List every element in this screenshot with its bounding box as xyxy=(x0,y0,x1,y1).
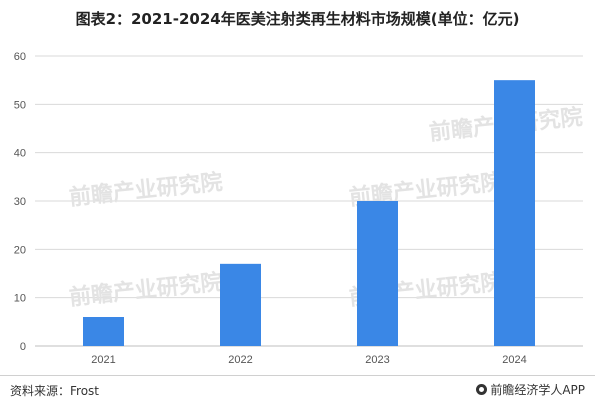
y-tick-label: 40 xyxy=(14,148,26,160)
y-axis-ticks: 0 10 20 30 40 50 60 xyxy=(14,51,26,353)
qianzhan-logo-icon xyxy=(476,384,488,395)
x-tick-label: 2023 xyxy=(365,354,389,366)
brand-text: 前瞻经济学人APP xyxy=(490,383,585,397)
y-tick-label: 0 xyxy=(20,341,26,353)
y-tick-label: 10 xyxy=(14,293,26,305)
y-tick-label: 30 xyxy=(14,196,26,208)
y-tick-label: 50 xyxy=(14,99,26,111)
footer-divider xyxy=(0,375,595,376)
x-tick-label: 2021 xyxy=(91,354,115,366)
brand-label: 前瞻经济学人APP xyxy=(476,381,585,398)
source-note: 资料来源：Frost xyxy=(10,384,99,398)
chart-title: 图表2：2021-2024年医美注射类再生材料市场规模(单位：亿元) xyxy=(75,10,520,28)
bar-2023 xyxy=(357,201,398,346)
watermark-text: 前瞻产业研究院 xyxy=(68,269,224,311)
y-tick-label: 20 xyxy=(14,244,26,256)
y-tick-label: 60 xyxy=(14,51,26,63)
x-tick-label: 2022 xyxy=(228,354,252,366)
bar-2021 xyxy=(83,317,124,346)
watermark-text: 前瞻产业研究院 xyxy=(68,169,224,211)
x-tick-label: 2024 xyxy=(502,354,526,366)
bar-2022 xyxy=(220,263,261,346)
x-axis-ticks: 2021 2022 2023 2024 xyxy=(91,354,526,366)
bar-2024 xyxy=(494,80,535,347)
grid-lines xyxy=(35,55,583,347)
bars xyxy=(83,80,535,347)
